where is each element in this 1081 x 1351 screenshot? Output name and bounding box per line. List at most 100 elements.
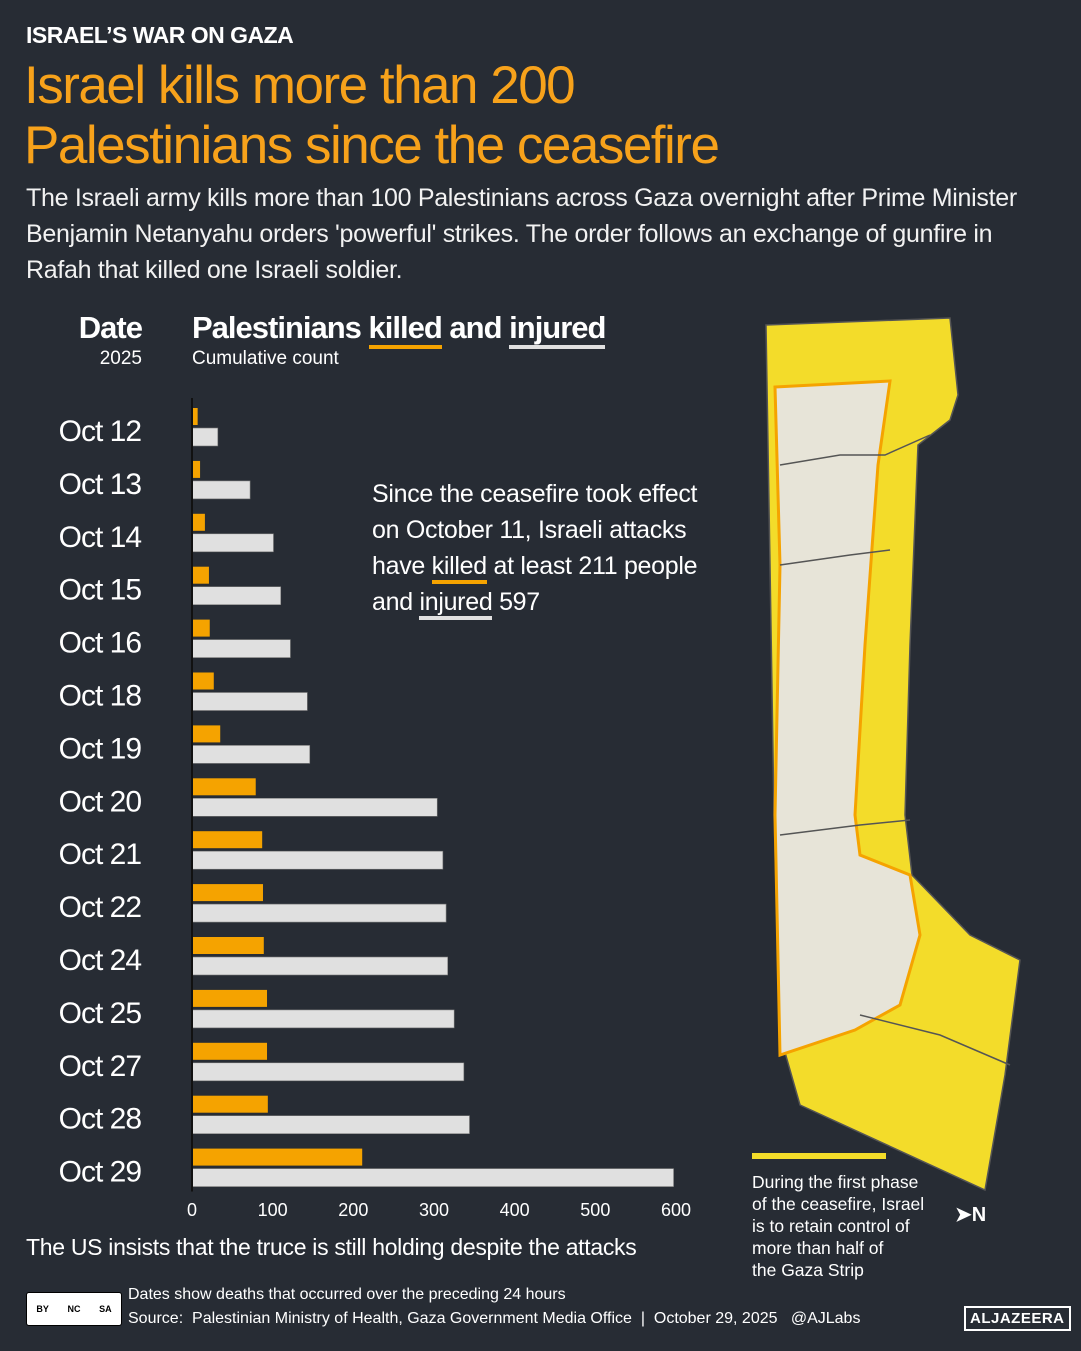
x-tick-label: 400 bbox=[500, 1200, 530, 1220]
map-note-line: of the ceasefire, Israel bbox=[752, 1194, 925, 1214]
license-sa: SA bbox=[99, 1304, 112, 1314]
chart-subtitle: Cumulative count bbox=[192, 348, 339, 369]
boundary-line bbox=[779, 434, 931, 466]
category-label: Oct 15 bbox=[59, 574, 142, 607]
bar-killed bbox=[192, 1095, 268, 1113]
category-label: Oct 24 bbox=[59, 944, 142, 977]
bar-injured bbox=[191, 480, 251, 500]
x-tick-label: 500 bbox=[580, 1200, 610, 1220]
map-note-line: the Gaza Strip bbox=[752, 1260, 864, 1280]
bar-killed bbox=[192, 1042, 268, 1060]
bar-killed bbox=[192, 513, 205, 531]
x-tick-label: 600 bbox=[661, 1200, 691, 1220]
bar-killed bbox=[192, 725, 221, 743]
category-header: Date bbox=[78, 310, 143, 345]
category-subheader: 2025 bbox=[99, 348, 142, 369]
category-label: Oct 12 bbox=[59, 415, 142, 448]
north-label: N bbox=[971, 1204, 987, 1226]
category-label: Oct 21 bbox=[59, 838, 142, 871]
annotation-text: at least 211 people bbox=[486, 552, 698, 580]
gaza-urban-area bbox=[773, 379, 922, 1058]
category-label: Oct 13 bbox=[59, 468, 142, 501]
annotation-text: and bbox=[372, 588, 420, 616]
annotation-line: have killed at least 211 people bbox=[372, 548, 698, 584]
us-note: The US insists that the truce is still h… bbox=[26, 1234, 637, 1260]
bar-killed bbox=[192, 937, 264, 954]
bar-injured bbox=[191, 1009, 455, 1029]
bar-injured bbox=[191, 533, 274, 553]
legend-injured: injured bbox=[509, 310, 606, 349]
annotation-line: and injured 597 bbox=[372, 584, 697, 620]
bar-killed bbox=[192, 408, 198, 425]
bar-injured bbox=[191, 586, 282, 605]
title-text: Palestinians bbox=[192, 310, 369, 345]
bar-injured bbox=[191, 745, 311, 764]
category-label: Oct 20 bbox=[59, 785, 142, 818]
annotation-line: Since the ceasefire took effect bbox=[372, 480, 698, 508]
aljazeera-logo: ALJAZEERA bbox=[964, 1306, 1071, 1331]
map-note-line: During the first phase bbox=[752, 1172, 919, 1192]
category-label: Oct 18 bbox=[59, 680, 142, 713]
annotation-text: have bbox=[372, 552, 432, 580]
bar-injured bbox=[191, 903, 447, 923]
boundary-line bbox=[859, 1014, 1011, 1066]
bar-injured bbox=[191, 797, 438, 817]
bar-injured bbox=[191, 1115, 470, 1135]
bar-injured bbox=[191, 850, 444, 870]
footnote: Dates show deaths that occurred over the… bbox=[128, 1286, 566, 1303]
title-line: Israel kills more than 200 bbox=[24, 56, 576, 115]
north-arrow: ➤N bbox=[955, 1202, 986, 1227]
subtitle: The Israeli army kills more than 100 Pal… bbox=[26, 184, 1017, 284]
category-label: Oct 28 bbox=[59, 1103, 142, 1136]
bar-killed bbox=[192, 989, 268, 1007]
title-text: and bbox=[441, 310, 510, 345]
bar-injured bbox=[191, 639, 291, 658]
bar-killed bbox=[192, 672, 214, 690]
bar-injured bbox=[191, 427, 219, 447]
category-label: Oct 25 bbox=[59, 997, 142, 1030]
map-note: During the first phase of the ceasefire,… bbox=[752, 1171, 924, 1281]
x-tick-label: 300 bbox=[419, 1200, 449, 1220]
bar-injured bbox=[191, 1062, 465, 1082]
title-line: Palestinians since the ceasefire bbox=[24, 116, 720, 175]
category-label: Oct 27 bbox=[59, 1050, 142, 1083]
category-label: Oct 22 bbox=[59, 891, 142, 924]
boundary-line bbox=[779, 549, 891, 566]
cc-license-icon: BY NC SA bbox=[26, 1292, 122, 1326]
annotation-killed: killed bbox=[431, 552, 487, 584]
x-tick-label: 100 bbox=[258, 1200, 288, 1220]
category-label: Oct 19 bbox=[59, 732, 142, 765]
annotation-text: 597 bbox=[492, 588, 540, 616]
page-title: Israel kills more than 200 Palestinians … bbox=[24, 56, 720, 176]
map-legend-swatch bbox=[752, 1153, 886, 1159]
chart-annotation: Since the ceasefire took effect on Octob… bbox=[372, 476, 698, 620]
boundary-line bbox=[779, 819, 911, 836]
x-tick-label: 0 bbox=[187, 1200, 197, 1220]
bar-killed bbox=[192, 884, 263, 902]
source: Source: Palestinian Ministry of Health, … bbox=[128, 1310, 861, 1327]
bar-injured bbox=[191, 1168, 674, 1187]
bar-killed bbox=[192, 831, 263, 849]
arrow-icon: ➤ bbox=[955, 1204, 972, 1226]
bar-killed bbox=[192, 566, 209, 584]
category-label: Oct 14 bbox=[59, 521, 142, 554]
annotation-line: on October 11, Israeli attacks bbox=[372, 516, 687, 544]
category-label: Oct 29 bbox=[59, 1156, 142, 1189]
gaza-map bbox=[765, 317, 1021, 1192]
bar-injured bbox=[191, 692, 308, 711]
license-by: BY bbox=[36, 1304, 49, 1314]
bar-injured bbox=[191, 956, 449, 976]
chart-title: Palestinians killed and injured bbox=[192, 310, 606, 349]
bar-killed bbox=[192, 460, 201, 478]
annotation-injured: injured bbox=[419, 588, 493, 620]
license-nc: NC bbox=[67, 1304, 81, 1314]
bar-killed bbox=[192, 778, 256, 796]
legend-killed: killed bbox=[368, 310, 443, 349]
kicker: ISRAEL’S WAR ON GAZA bbox=[26, 22, 294, 48]
x-tick-label: 200 bbox=[338, 1200, 368, 1220]
bar-killed bbox=[192, 619, 210, 637]
bar-killed bbox=[192, 1148, 363, 1166]
bar-chart: Oct 12 Oct 13 Oct 14 Oct 15 Oct 16 Oct 18 Oct … bbox=[59, 398, 691, 1220]
map-note-line: is to retain control of bbox=[752, 1216, 910, 1236]
category-label: Oct 16 bbox=[59, 627, 142, 660]
